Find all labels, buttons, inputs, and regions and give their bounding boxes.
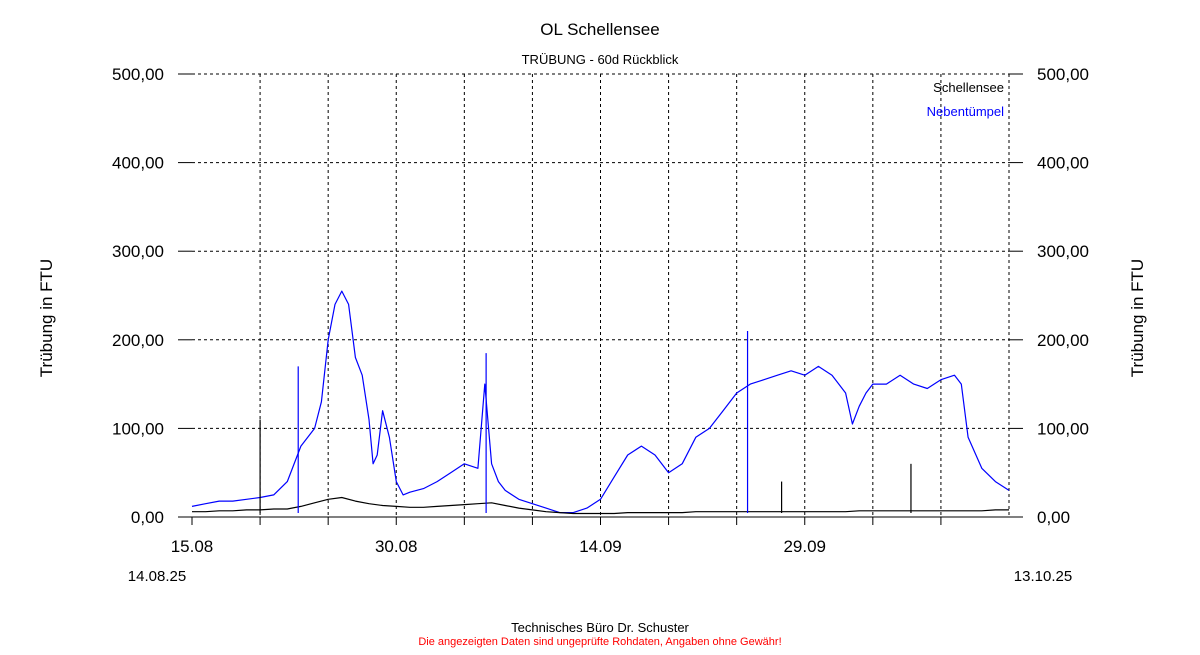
y-axis-label-right: Trübung in FTU [1128,259,1147,377]
legend-nebentuempel: Nebentümpel [927,104,1004,119]
y-axis-label-left: Trübung in FTU [37,259,56,377]
series-line-nebentuempel [191,290,1010,514]
y-tick-label-left: 0,00 [131,508,164,527]
y-tick-label-left: 400,00 [112,154,164,173]
legend-schellensee: Schellensee [933,80,1004,95]
y-tick-label-left: 300,00 [112,242,164,261]
y-tick-label-left: 500,00 [112,65,164,84]
x-tick-label: 15.08 [171,537,214,556]
y-tick-label-left: 200,00 [112,331,164,350]
y-tick-label-right: 500,00 [1037,65,1089,84]
y-tick-label-left: 100,00 [112,419,164,438]
x-tick-label: 29.09 [783,537,826,556]
footer-disclaimer: Die angezeigten Daten sind ungeprüfte Ro… [418,636,781,648]
y-tick-label-right: 0,00 [1037,508,1070,527]
x-tick-label: 14.09 [579,537,622,556]
date-start-label: 14.08.25 [128,568,186,585]
chart-subtitle: TRÜBUNG - 60d Rückblick [522,52,679,67]
y-tick-label-right: 300,00 [1037,242,1089,261]
date-end-label: 13.10.25 [1014,568,1072,585]
axes: 0,00 0,00 100,00 100,00 200,00 200,00 300,00 30… [112,65,1089,556]
y-tick-label-right: 400,00 [1037,154,1089,173]
footer-company: Technisches Büro Dr. Schuster [511,620,689,635]
series-line-schellensee [192,496,1009,515]
y-tick-label-right: 100,00 [1037,419,1089,438]
x-tick-label: 30.08 [375,537,418,556]
series-layer [191,290,1010,515]
y-tick-label-right: 200,00 [1037,331,1089,350]
grid [192,73,1010,517]
chart-title: OL Schellensee [540,20,659,39]
